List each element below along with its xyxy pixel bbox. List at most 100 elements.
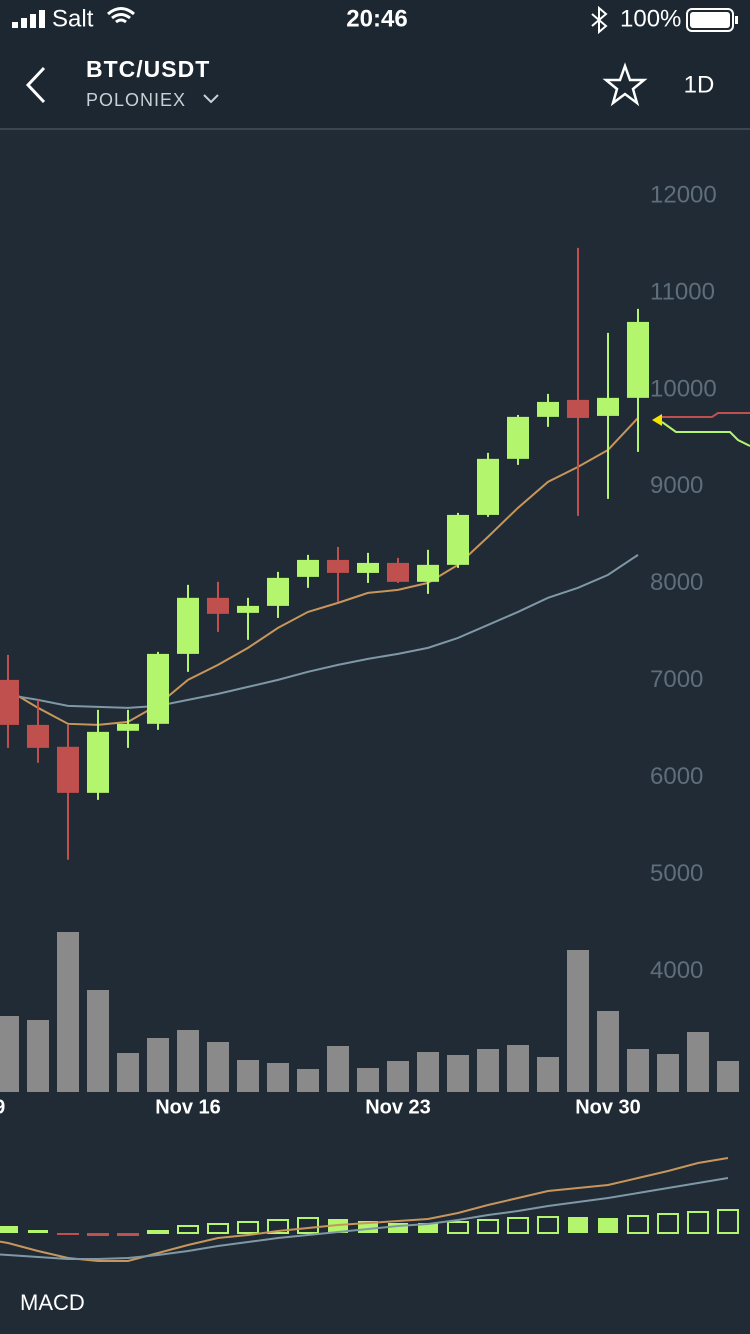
volume-bar: [327, 1046, 349, 1092]
volume-bar: [477, 1049, 499, 1092]
candle-body: [207, 597, 229, 614]
favorite-star[interactable]: [602, 62, 648, 107]
y-tick-label: 4000: [650, 957, 703, 984]
indicator-label: MACD: [20, 1290, 85, 1315]
candle-body: [27, 724, 49, 748]
moving-average: [7, 417, 639, 726]
macd-bar: [418, 1223, 438, 1233]
macd-bar: [117, 1233, 139, 1236]
y-tick-label: 5000: [650, 860, 703, 887]
candle-body: [297, 559, 319, 577]
candle-body: [327, 559, 349, 573]
bluetooth-icon: [591, 5, 608, 35]
y-tick-label: 6000: [650, 763, 703, 790]
macd-bar: [267, 1219, 289, 1234]
candle-body: [567, 399, 589, 418]
macd-bar: [477, 1219, 499, 1234]
volume-bar: [267, 1063, 289, 1092]
candle-body: [267, 577, 289, 606]
macd-bar: [537, 1216, 559, 1234]
pair-title: BTC/USDT: [86, 56, 210, 82]
candle-body: [477, 458, 499, 515]
volume-bar: [717, 1061, 739, 1092]
macd-bar: [0, 1226, 18, 1233]
y-tick-label: 7000: [650, 666, 703, 693]
plot: 4000 5000 6000 7000 8000 9000 10000 11000 12000 N…: [0, 181, 739, 1262]
volume-bar: [507, 1045, 529, 1092]
candle-body: [447, 514, 469, 565]
candle-body: [177, 597, 199, 654]
carrier: Salt: [52, 5, 94, 32]
ask-line: [662, 412, 750, 418]
back-button[interactable]: [25, 66, 46, 104]
volume-bar: [357, 1068, 379, 1092]
macd-line: [0, 1157, 729, 1262]
macd-bar: [297, 1217, 319, 1234]
candle-body: [357, 562, 379, 573]
y-tick-label: 9000: [650, 472, 703, 499]
volume-bar: [597, 1011, 619, 1092]
candle-body: [57, 746, 79, 793]
macd-bar: [568, 1217, 588, 1233]
candle-body: [597, 397, 619, 416]
macd-bar: [147, 1230, 169, 1234]
battery-level: 100%: [620, 5, 681, 32]
chart-background: [0, 130, 750, 1334]
candle-body: [627, 321, 649, 398]
candle-body: [87, 731, 109, 793]
battery-fill: [690, 12, 730, 28]
macd-bar: [447, 1221, 469, 1234]
macd-bar: [87, 1233, 109, 1236]
volume-bar: [57, 932, 79, 1092]
volume-bar: [237, 1060, 259, 1092]
candle-body: [237, 605, 259, 613]
candle-body: [507, 416, 529, 459]
x-tick-label: Nov 30: [575, 1096, 641, 1118]
macd-bar: [207, 1223, 229, 1234]
exchange-selector[interactable]: POLONIEX: [86, 90, 186, 110]
battery-icon: [686, 8, 734, 32]
candle-body: [147, 653, 169, 724]
candle-body: [117, 723, 139, 731]
bid-line: [661, 421, 750, 447]
price-marker: [652, 414, 662, 426]
x-tick-label: Nov 16: [155, 1096, 221, 1118]
interval-selector[interactable]: 1D: [684, 71, 715, 98]
macd-bar: [507, 1217, 529, 1234]
volume-bar: [627, 1049, 649, 1092]
macd-bar: [28, 1230, 48, 1233]
macd-bar: [237, 1221, 259, 1234]
macd-line: [0, 1177, 729, 1260]
volume-bar: [0, 1016, 19, 1092]
volume-bar: [567, 950, 589, 1092]
macd-bar: [627, 1215, 649, 1234]
volume-bar: [687, 1032, 709, 1092]
macd-bar: [598, 1218, 618, 1233]
volume-bar: [297, 1069, 319, 1092]
x-tick-label: Nov 23: [365, 1096, 431, 1118]
macd-bar: [177, 1225, 199, 1234]
volume-bar: [87, 990, 109, 1092]
candle-body: [387, 562, 409, 582]
volume-bar: [27, 1020, 49, 1092]
wifi-icon: [107, 7, 135, 24]
y-tick-label: 10000: [650, 375, 717, 402]
volume-bar: [447, 1055, 469, 1092]
volume-bar: [177, 1030, 199, 1092]
volume-bar: [417, 1052, 439, 1092]
volume-bar: [387, 1061, 409, 1092]
volume-bar: [117, 1053, 139, 1092]
candle-body: [417, 564, 439, 582]
macd-bar: [388, 1223, 408, 1233]
volume-bar: [537, 1057, 559, 1092]
y-tick-label: 8000: [650, 569, 703, 596]
signal-icon: [12, 10, 45, 28]
x-tick-label: Nov 9: [0, 1096, 5, 1118]
macd-bar: [657, 1213, 679, 1234]
y-tick-label: 11000: [650, 278, 715, 305]
dropdown-arrow[interactable]: [203, 94, 219, 104]
battery-tip: [735, 16, 738, 24]
macd-bar: [687, 1211, 709, 1234]
